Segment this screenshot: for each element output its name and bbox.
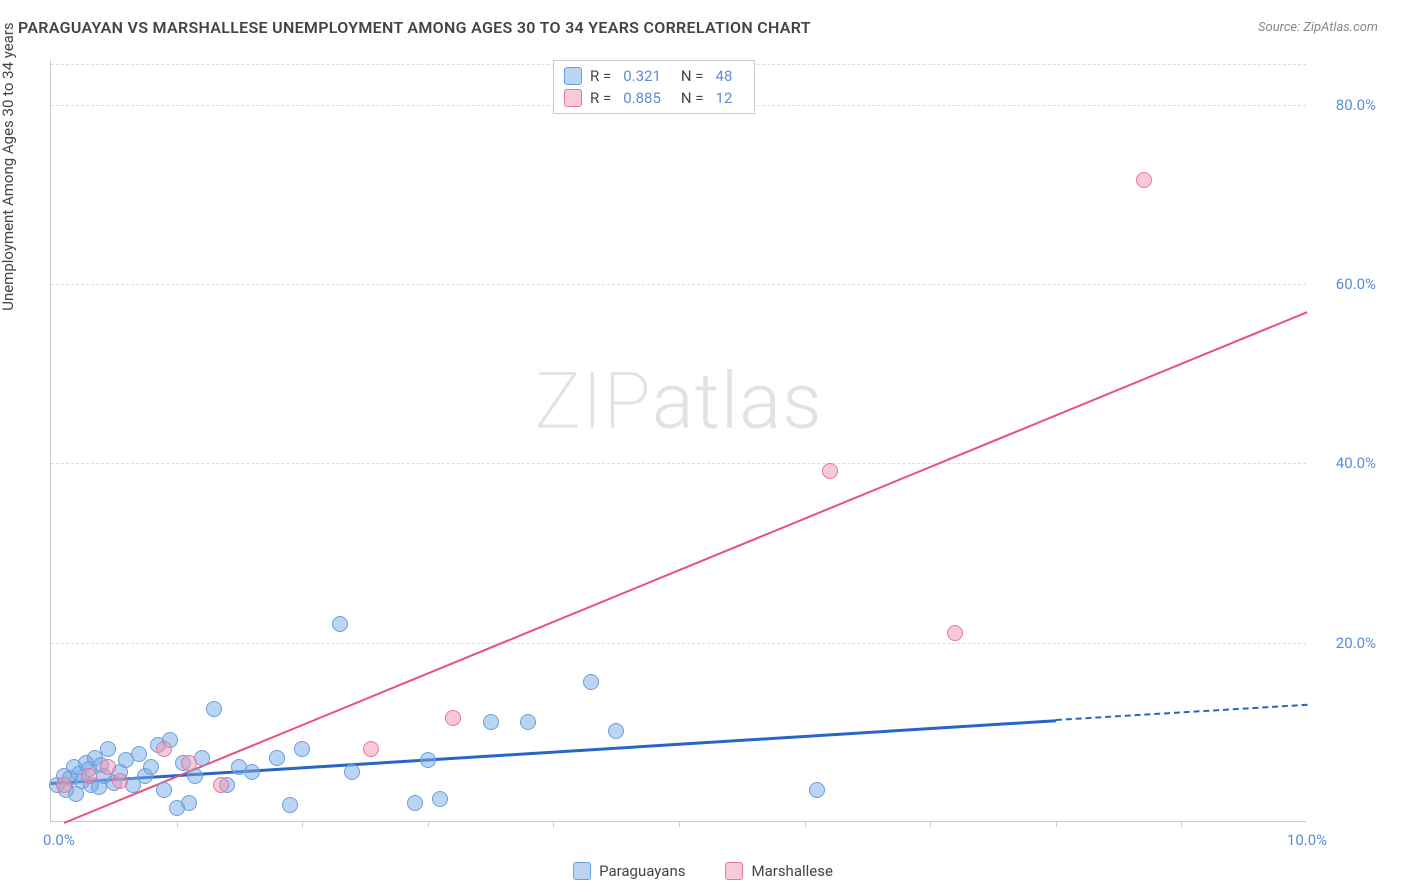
data-point [244,764,260,780]
x-tick-mark [805,821,806,827]
x-tick-mark [428,821,429,827]
gridline-horizontal [51,463,1306,464]
data-point [809,782,825,798]
legend-r-label: R = [590,67,611,85]
data-point [1136,172,1152,188]
source-attribution: Source: ZipAtlas.com [1258,20,1378,35]
x-tick-mark [553,821,554,827]
x-tick-mark [679,821,680,827]
correlation-legend: R = 0.321 N = 48 R = 0.885 N = 12 [553,60,755,114]
trend-line-dashed [1056,704,1307,721]
legend-label: Marshallese [751,862,832,880]
gridline-horizontal [51,284,1306,285]
legend-swatch [564,89,582,107]
trend-line [63,311,1307,824]
data-point [100,741,116,757]
data-point [432,791,448,807]
data-point [269,750,285,766]
legend-r-value: 0.885 [623,89,661,107]
data-point [181,795,197,811]
legend-r-value: 0.321 [623,67,661,85]
gridline-horizontal [51,643,1306,644]
chart-container: PARAGUAYAN VS MARSHALLESE UNEMPLOYMENT A… [0,0,1406,892]
data-point [156,782,172,798]
x-tick-label-origin: 0.0% [43,831,75,849]
data-point [282,797,298,813]
watermark-text: ZIPatlas [534,357,822,448]
data-point [100,759,116,775]
data-point [81,768,97,784]
x-tick-mark [930,821,931,827]
data-point [520,714,536,730]
data-point [206,701,222,717]
data-point [947,625,963,641]
legend-n-value: 48 [716,67,733,85]
data-point [445,710,461,726]
y-tick-label: 20.0% [1321,634,1376,652]
series-legend: Paraguayans Marshallese [573,862,833,880]
y-tick-label: 60.0% [1321,275,1376,293]
legend-n-label: N = [681,89,704,107]
legend-row: R = 0.321 N = 48 [564,65,744,87]
legend-swatch [725,862,743,880]
y-tick-label: 80.0% [1321,96,1376,114]
data-point [483,714,499,730]
data-point [583,674,599,690]
x-tick-mark [1181,821,1182,827]
x-tick-mark [177,821,178,827]
legend-row: R = 0.885 N = 12 [564,87,744,109]
data-point [143,759,159,775]
data-point [363,741,379,757]
x-tick-mark [1056,821,1057,827]
data-point [407,795,423,811]
data-point [112,773,128,789]
y-tick-label: 40.0% [1321,454,1376,472]
data-point [294,741,310,757]
legend-swatch [564,67,582,85]
data-point [156,741,172,757]
legend-n-value: 12 [716,89,733,107]
data-point [213,777,229,793]
x-tick-mark [302,821,303,827]
x-tick-label-end: 10.0% [1287,831,1327,849]
legend-item: Paraguayans [573,862,685,880]
legend-label: Paraguayans [599,862,685,880]
data-point [344,764,360,780]
data-point [332,616,348,632]
data-point [56,777,72,793]
legend-item: Marshallese [725,862,832,880]
y-axis-label: Unemployment Among Ages 30 to 34 years [0,22,17,310]
data-point [131,746,147,762]
data-point [822,463,838,479]
plot-area: ZIPatlas R =0.321N =48R =0.885N =12 0.0%… [50,60,1306,822]
legend-r-label: R = [590,89,611,107]
data-point [420,752,436,768]
legend-swatch [573,862,591,880]
data-point [181,755,197,771]
chart-title: PARAGUAYAN VS MARSHALLESE UNEMPLOYMENT A… [18,18,811,37]
data-point [608,723,624,739]
legend-n-label: N = [681,67,704,85]
